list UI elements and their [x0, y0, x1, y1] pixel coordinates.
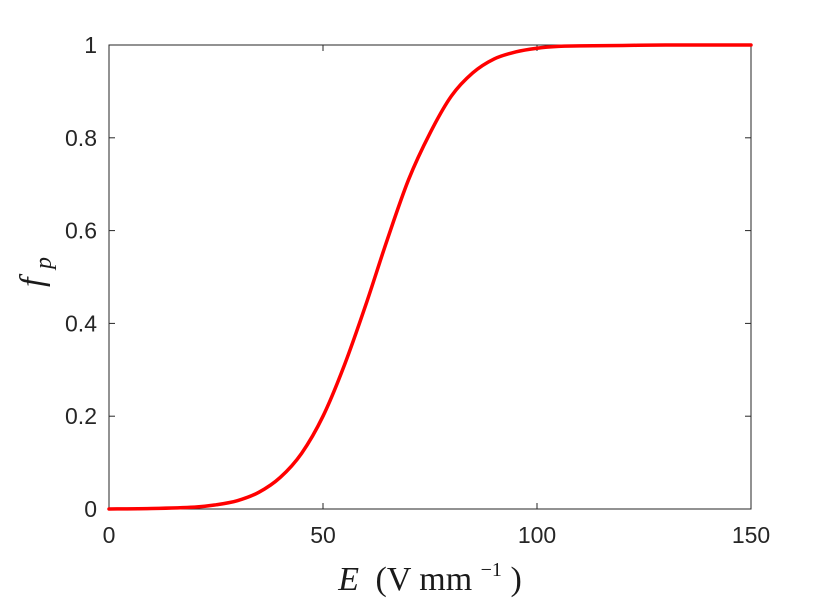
y-tick-label: 0.2: [65, 403, 97, 429]
y-tick-label: 1: [84, 32, 97, 58]
y-tick-label: 0.6: [65, 218, 97, 244]
y-tick-label: 0: [84, 496, 97, 522]
y-tick-label: 0.8: [65, 125, 97, 151]
x-axis-symbol: E: [337, 561, 359, 598]
series-group: [107, 43, 753, 511]
x-tick-label: 50: [310, 522, 336, 548]
x-axis-unit-close: ): [510, 561, 521, 598]
x-tick-label: 0: [103, 522, 116, 548]
y-tick-label: 0.4: [65, 310, 97, 336]
plot-area: [108, 44, 752, 510]
y-axis-label: f p: [14, 257, 57, 287]
x-axis-label: E (V mm −1 ): [337, 547, 522, 598]
x-axis-unit-exponent: −1: [481, 559, 502, 581]
x-tick-label: 100: [518, 522, 556, 548]
axis-ticks: 0 50 100 150 0 0.2 0.4 0.6 0.8 1: [65, 32, 770, 548]
x-tick-label: 150: [732, 522, 770, 548]
series-line: [107, 43, 753, 511]
y-axis-subscript: p: [31, 257, 57, 271]
x-axis-unit: (V mm: [376, 561, 473, 598]
y-axis-symbol: f: [14, 273, 51, 287]
